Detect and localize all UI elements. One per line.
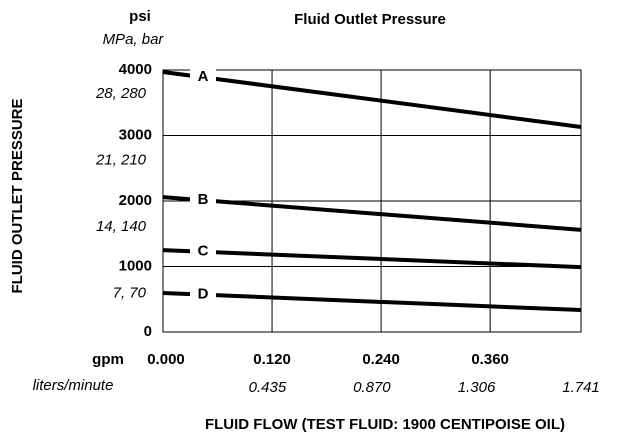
label-background	[190, 67, 216, 88]
y-tick-label: 2000	[119, 192, 152, 209]
x-tick-label: 0.240	[362, 351, 400, 368]
x-axis-title: FLUID FLOW (TEST FLUID: 1900 CENTIPOISE …	[205, 416, 565, 433]
y2-tick-label: 14, 140	[96, 218, 147, 235]
x2-unit: liters/minute	[33, 377, 114, 394]
series-label: C	[198, 243, 209, 260]
y-axis-title: FLUID OUTLET PRESSURE	[9, 98, 26, 293]
x-tick-label: 0.360	[471, 351, 509, 368]
x-unit: gpm	[92, 351, 124, 368]
chart-title: Fluid Outlet Pressure	[294, 11, 446, 28]
series-label: B	[198, 191, 209, 208]
y-unit: psi	[129, 8, 151, 25]
x2-tick-label: 1.741	[562, 379, 600, 396]
label-background	[190, 241, 216, 262]
x2-tick-label: 0.435	[249, 379, 287, 396]
y-tick-label: 3000	[119, 126, 152, 143]
x-tick-label: 0.000	[147, 351, 185, 368]
y2-tick-label: 21, 210	[95, 151, 147, 168]
label-background	[190, 190, 216, 211]
x2-tick-label: 1.306	[458, 379, 496, 396]
y2-unit: MPa, bar	[103, 31, 165, 48]
label-background	[190, 284, 216, 305]
y2-tick-label: 7, 70	[113, 284, 147, 301]
series-line	[162, 291, 582, 313]
series-label: A	[198, 68, 209, 85]
x2-tick-label: 0.870	[353, 379, 391, 396]
y-tick-label: 0	[144, 323, 152, 340]
y2-tick-label: 28, 280	[95, 85, 147, 102]
series-line	[162, 69, 582, 129]
y-tick-label: 4000	[119, 61, 152, 78]
series-line	[162, 248, 582, 270]
series-label: D	[198, 286, 209, 303]
y-tick-label: 1000	[119, 257, 152, 274]
x-tick-label: 0.120	[253, 351, 291, 368]
series-line	[162, 195, 582, 232]
